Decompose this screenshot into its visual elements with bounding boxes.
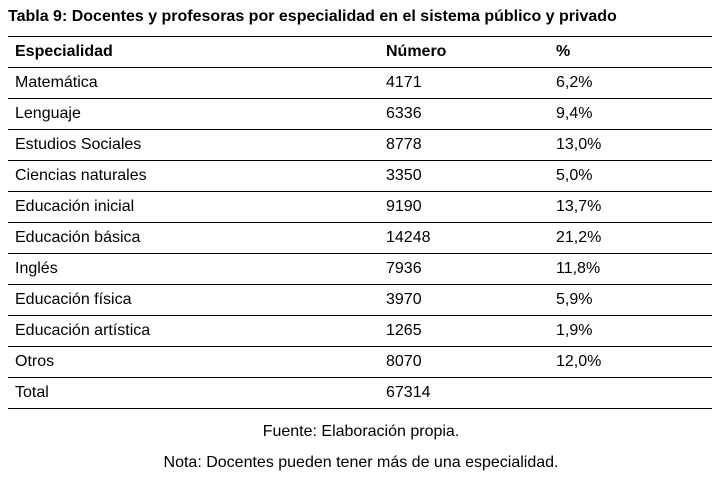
table-row: Otros 8070 12,0% — [8, 347, 712, 378]
table-row: Inglés 7936 11,8% — [8, 254, 712, 285]
cell-porcentaje: 1,9% — [556, 322, 593, 339]
cell-numero: 3970 — [386, 291, 422, 308]
cell-numero: 8778 — [386, 136, 422, 153]
table-header-row: Especialidad Número % — [8, 36, 712, 68]
cell-numero: 8070 — [386, 353, 422, 370]
table-row: Estudios Sociales 8778 13,0% — [8, 130, 712, 161]
cell-porcentaje: 12,0% — [556, 353, 602, 370]
table-row: Matemática 4171 6,2% — [8, 68, 712, 99]
cell-numero: 9190 — [386, 198, 422, 215]
cell-porcentaje: 13,0% — [556, 136, 602, 153]
cell-numero: 1265 — [386, 322, 422, 339]
cell-especialidad: Educación básica — [15, 229, 141, 246]
cell-numero: 6336 — [386, 105, 422, 122]
cell-especialidad: Educación física — [15, 291, 132, 308]
header-especialidad: Especialidad — [15, 43, 113, 60]
specialty-table: Especialidad Número % Matemática 4171 6,… — [8, 36, 712, 409]
cell-porcentaje: 11,8% — [556, 260, 601, 277]
cell-numero: 3350 — [386, 167, 422, 184]
table-row: Educación artística 1265 1,9% — [8, 316, 712, 347]
table-row: Ciencias naturales 3350 5,0% — [8, 161, 712, 192]
table-row: Lenguaje 6336 9,4% — [8, 99, 712, 130]
header-porcentaje: % — [556, 43, 571, 60]
cell-porcentaje: 5,9% — [556, 291, 593, 308]
cell-porcentaje: 5,0% — [556, 167, 593, 184]
cell-especialidad: Educación inicial — [15, 198, 135, 215]
cell-porcentaje: 6,2% — [556, 74, 593, 91]
cell-porcentaje: 9,4% — [556, 105, 593, 122]
cell-especialidad: Matemática — [15, 74, 98, 91]
table-caption: Tabla 9: Docentes y profesoras por espec… — [8, 8, 617, 25]
cell-especialidad: Estudios Sociales — [15, 136, 142, 153]
total-numero: 67314 — [386, 384, 431, 401]
cell-numero: 4171 — [386, 74, 422, 91]
cell-porcentaje: 13,7% — [556, 198, 602, 215]
source-note: Fuente: Elaboración propia. — [262, 423, 460, 440]
header-numero: Número — [386, 43, 447, 60]
cell-especialidad: Educación artística — [15, 322, 151, 339]
table-total-row: Total 67314 — [8, 378, 712, 409]
cell-especialidad: Inglés — [15, 260, 58, 277]
footnote: Nota: Docentes pueden tener más de una e… — [163, 454, 559, 471]
total-label: Total — [15, 384, 49, 401]
cell-especialidad: Ciencias naturales — [15, 167, 147, 184]
table-row: Educación física 3970 5,9% — [8, 285, 712, 316]
cell-especialidad: Otros — [15, 353, 55, 370]
cell-numero: 14248 — [386, 229, 431, 246]
cell-especialidad: Lenguaje — [15, 105, 81, 122]
cell-porcentaje: 21,2% — [556, 229, 602, 246]
cell-numero: 7936 — [386, 260, 422, 277]
table-row: Educación inicial 9190 13,7% — [8, 192, 712, 223]
table-row: Educación básica 14248 21,2% — [8, 223, 712, 254]
